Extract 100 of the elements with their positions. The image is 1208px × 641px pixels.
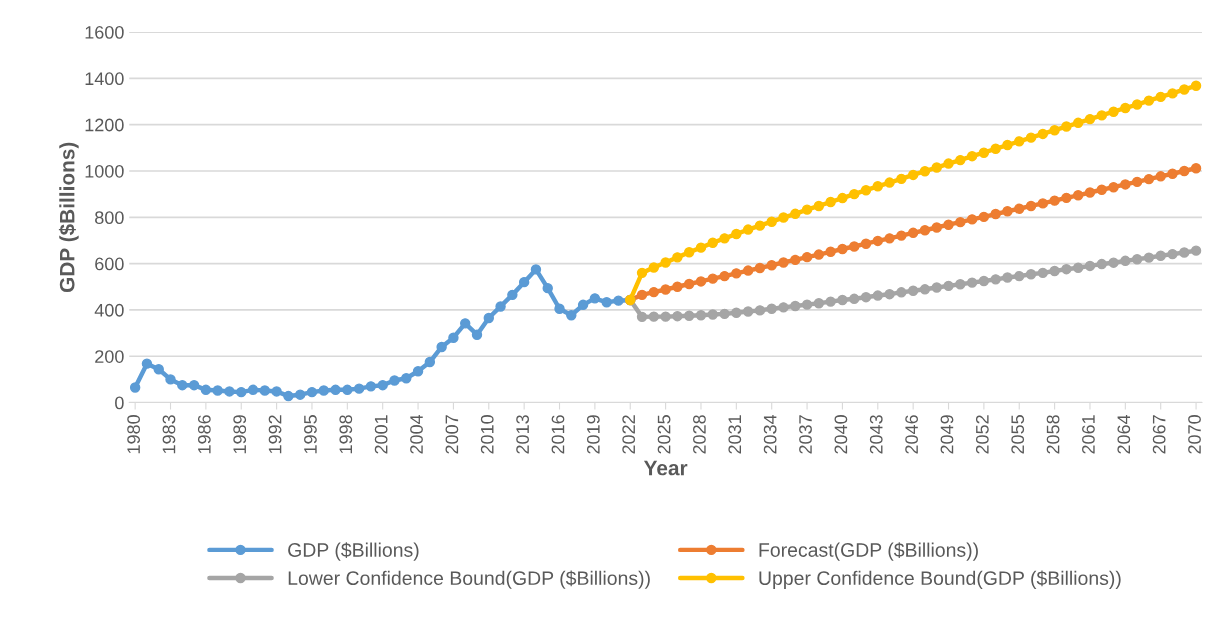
point bbox=[1002, 272, 1013, 283]
point bbox=[860, 238, 872, 249]
point bbox=[766, 260, 777, 271]
point bbox=[919, 284, 931, 295]
y-tick-label: 200 bbox=[95, 350, 124, 363]
x-tick-label: 2022 bbox=[622, 415, 636, 454]
point bbox=[978, 147, 990, 158]
point bbox=[518, 276, 530, 288]
point bbox=[1084, 113, 1096, 125]
point bbox=[943, 280, 954, 292]
point bbox=[448, 332, 459, 343]
point bbox=[790, 254, 801, 266]
point bbox=[719, 233, 730, 244]
point bbox=[719, 270, 730, 282]
point bbox=[1049, 125, 1060, 136]
point bbox=[813, 249, 825, 260]
point bbox=[1190, 162, 1202, 174]
y-tick-label: 1600 bbox=[85, 25, 124, 39]
legend-label: Forecast(GDP ($Billions)) bbox=[759, 542, 978, 561]
point bbox=[907, 285, 919, 296]
point bbox=[1037, 267, 1049, 279]
x-axis-title: Year bbox=[643, 460, 688, 476]
x-tick-label: 2016 bbox=[551, 415, 565, 454]
point bbox=[1131, 99, 1143, 110]
point bbox=[1167, 168, 1178, 179]
point bbox=[436, 341, 447, 353]
x-tick-label: 2028 bbox=[693, 415, 706, 454]
point bbox=[990, 143, 1001, 154]
point bbox=[731, 268, 742, 279]
point bbox=[1072, 117, 1084, 129]
point bbox=[778, 257, 789, 268]
point bbox=[790, 300, 801, 312]
point bbox=[919, 225, 931, 236]
point bbox=[471, 329, 483, 340]
x-tick-label: 2040 bbox=[834, 415, 848, 454]
point bbox=[318, 385, 329, 396]
point bbox=[648, 262, 660, 273]
y-tick-label: 800 bbox=[95, 211, 124, 225]
point bbox=[177, 379, 188, 391]
point bbox=[306, 386, 318, 398]
x-tick-label: 1998 bbox=[339, 415, 353, 454]
point bbox=[1061, 192, 1072, 204]
point bbox=[648, 311, 660, 322]
point bbox=[1096, 110, 1107, 121]
point bbox=[589, 293, 601, 304]
point bbox=[1025, 200, 1037, 212]
point bbox=[1155, 91, 1166, 103]
point bbox=[1120, 179, 1131, 190]
point bbox=[1190, 80, 1202, 91]
point bbox=[1096, 184, 1107, 195]
x-tick-label: 2067 bbox=[1152, 415, 1166, 454]
point bbox=[554, 303, 565, 314]
x-tick-label: 1983 bbox=[162, 415, 176, 454]
point bbox=[294, 389, 306, 400]
y-tick-label: 1000 bbox=[85, 164, 124, 178]
x-tick-label: 1992 bbox=[268, 415, 282, 454]
x-tick-label: 2025 bbox=[657, 415, 671, 454]
point bbox=[377, 379, 388, 391]
point bbox=[778, 212, 789, 223]
point bbox=[931, 282, 942, 293]
point bbox=[719, 308, 730, 320]
point bbox=[943, 158, 954, 169]
point bbox=[1002, 206, 1013, 217]
point bbox=[507, 289, 518, 301]
point bbox=[1014, 270, 1025, 282]
point bbox=[672, 252, 683, 263]
point bbox=[1084, 260, 1096, 272]
point bbox=[212, 385, 223, 396]
point bbox=[766, 303, 777, 314]
point bbox=[990, 274, 1001, 285]
point bbox=[165, 374, 176, 385]
point bbox=[849, 188, 860, 200]
point bbox=[872, 235, 884, 247]
point bbox=[1179, 84, 1190, 95]
point bbox=[1061, 263, 1072, 275]
legend-label: GDP ($Billions) bbox=[288, 542, 419, 561]
x-tick-label: 2004 bbox=[410, 414, 423, 454]
x-tick-label: 2010 bbox=[480, 415, 494, 454]
x-tick-label: 2031 bbox=[728, 415, 742, 454]
x-tick-label: 2019 bbox=[586, 415, 600, 454]
x-tick-label: 2046 bbox=[905, 415, 918, 454]
point bbox=[1120, 255, 1131, 267]
point bbox=[636, 267, 648, 279]
point bbox=[342, 384, 353, 396]
point bbox=[613, 295, 624, 306]
point bbox=[884, 288, 895, 300]
point bbox=[966, 150, 978, 162]
point bbox=[1037, 198, 1049, 209]
point bbox=[683, 247, 695, 258]
x-tick-label: 2001 bbox=[374, 415, 388, 454]
point bbox=[566, 310, 577, 321]
point bbox=[1096, 258, 1107, 270]
point bbox=[872, 290, 884, 301]
point bbox=[1025, 269, 1037, 280]
point bbox=[353, 383, 365, 394]
point bbox=[837, 243, 848, 255]
point bbox=[896, 287, 907, 298]
point bbox=[1108, 106, 1119, 117]
point bbox=[872, 181, 884, 192]
point bbox=[259, 385, 271, 396]
